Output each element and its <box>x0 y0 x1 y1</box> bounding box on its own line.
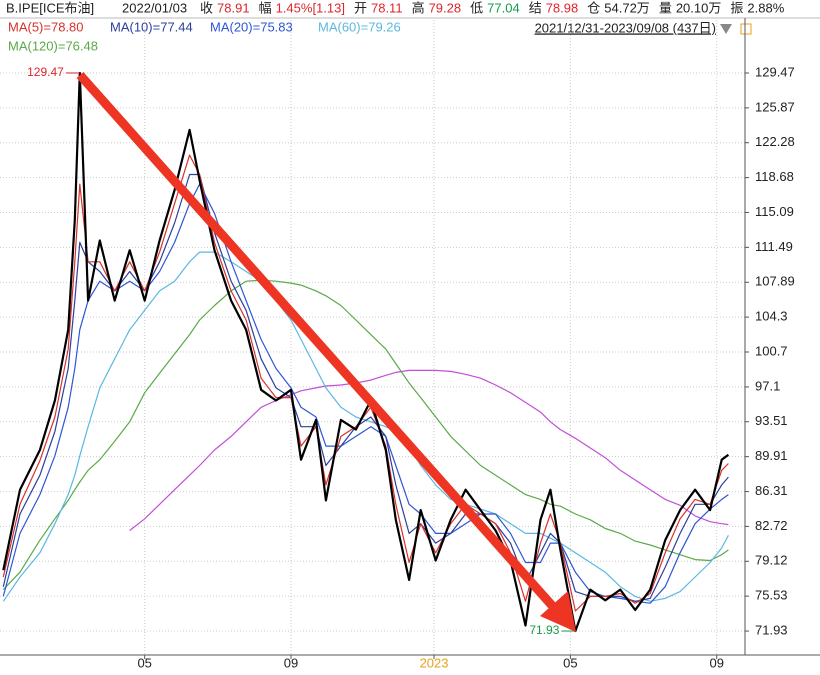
field-label: 结 <box>529 0 542 15</box>
field-value: 78.98 <box>546 0 579 15</box>
field-label: 量 <box>659 0 672 15</box>
ma-line <box>129 369 729 531</box>
y-tick-label: 89.91 <box>755 448 788 463</box>
date: 2022/01/03 <box>122 0 187 15</box>
ma-line <box>2 279 729 591</box>
arrow-head <box>540 591 576 632</box>
y-tick-label: 111.49 <box>755 239 793 254</box>
field-label: 振 <box>730 0 743 15</box>
date-range[interactable]: 2021/12/31-2023/09/08 (437日) <box>535 20 716 35</box>
field-value: 20.10万 <box>676 0 722 15</box>
y-tick-label: 100.7 <box>755 343 788 358</box>
field-label: 开 <box>354 0 367 15</box>
x-tick-label: 05 <box>563 655 577 670</box>
y-tick-label: 75.53 <box>755 588 788 603</box>
legend-entry: MA(5)=78.80 <box>8 19 84 34</box>
field-value: 1.45%[1.13] <box>276 0 345 15</box>
field-value: 78.11 <box>371 0 403 15</box>
x-tick-label: 2023 <box>420 655 449 670</box>
y-tick-label: 118.68 <box>755 169 794 184</box>
ma-line <box>2 251 729 602</box>
annotation: 129.47 <box>27 65 64 79</box>
y-tick-label: 129.47 <box>755 64 795 79</box>
field-label: 幅 <box>259 0 272 15</box>
annotation: 71.93 <box>529 623 559 637</box>
field-value: 77.04 <box>487 0 520 15</box>
y-tick-label: 104.3 <box>755 309 788 324</box>
plot-area <box>0 20 745 655</box>
y-tick-label: 107.89 <box>755 274 795 289</box>
y-tick-label: 71.93 <box>755 622 788 637</box>
y-tick-label: 97.1 <box>755 378 780 393</box>
field-value: 79.28 <box>429 0 462 15</box>
field-value: 78.91 <box>217 0 250 15</box>
y-tick-label: 86.31 <box>755 483 788 498</box>
x-tick-label: 05 <box>137 655 151 670</box>
lock-icon[interactable] <box>740 23 752 35</box>
field-value: 54.72万 <box>604 0 650 15</box>
field-label: 收 <box>200 0 213 15</box>
price-line <box>2 71 730 633</box>
x-tick-label: 09 <box>284 655 298 670</box>
y-tick-label: 93.51 <box>755 413 788 428</box>
legend-entry: MA(20)=75.83 <box>210 19 293 34</box>
symbol: B.IPE[ICE布油] <box>6 0 94 15</box>
x-tick-label: 09 <box>709 655 723 670</box>
legend-entry: MA(120)=76.48 <box>8 38 98 53</box>
trend-arrow <box>76 72 576 632</box>
legend-entry: MA(60)=79.26 <box>318 19 401 34</box>
header: B.IPE[ICE布油] 2022/01/03 收 78.91 幅 1.45%[1.1… <box>6 0 785 15</box>
arrow-shaft <box>76 72 560 613</box>
field-value: 2.88% <box>747 0 784 15</box>
y-tick-label: 115.09 <box>755 204 794 219</box>
y-tick-label: 79.12 <box>755 553 788 568</box>
legend-entry: MA(10)=77.44 <box>110 19 193 34</box>
y-tick-label: 82.72 <box>755 518 788 533</box>
y-tick-label: 125.87 <box>755 99 795 114</box>
dropdown-icon[interactable] <box>720 24 732 34</box>
y-tick-label: 122.28 <box>755 134 795 149</box>
field-label: 高 <box>412 0 425 15</box>
field-label: 低 <box>470 0 483 15</box>
field-label: 仓 <box>587 0 600 15</box>
